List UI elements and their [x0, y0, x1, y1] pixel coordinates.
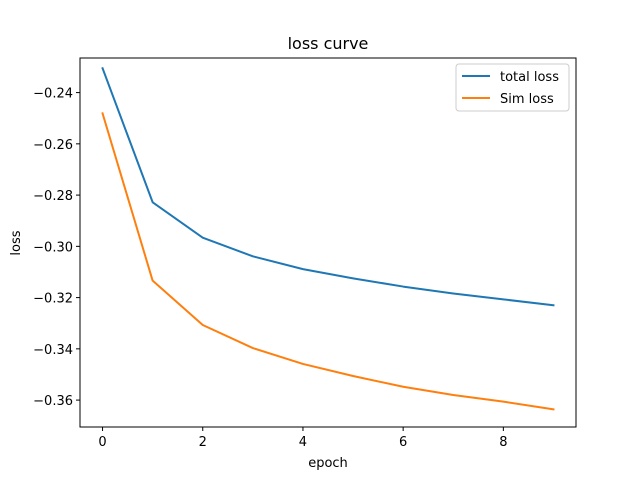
series-lines [101, 66, 555, 411]
y-tick-label: −0.28 [33, 189, 73, 204]
y-axis: −0.24 −0.26 −0.28 −0.30 −0.32 −0.34 −0.36 [33, 87, 80, 409]
y-tick-label: −0.30 [33, 240, 73, 255]
x-axis: 0 2 4 6 8 [98, 427, 507, 450]
series-line-1 [101, 112, 555, 411]
y-tick-label: −0.24 [33, 87, 73, 102]
y-axis-label: loss [9, 230, 24, 255]
series-line-0 [101, 66, 555, 307]
legend-label: Sim loss [500, 92, 554, 107]
y-tick-label: −0.26 [33, 138, 73, 153]
y-tick-label: −0.34 [33, 343, 73, 358]
legend: total loss Sim loss [455, 63, 570, 112]
x-axis-label: epoch [308, 456, 348, 471]
plot-frame [79, 57, 577, 428]
y-tick-label: −0.32 [33, 292, 73, 307]
plot-area [79, 57, 577, 428]
x-tick-label: 6 [399, 435, 407, 450]
chart-title: loss curve [288, 34, 369, 53]
x-tick-label: 4 [299, 435, 307, 450]
x-tick-label: 0 [98, 435, 106, 450]
legend-label: total loss [500, 70, 559, 85]
y-tick-label: −0.36 [33, 394, 73, 409]
x-tick-label: 8 [499, 435, 507, 450]
x-tick-label: 2 [199, 435, 207, 450]
